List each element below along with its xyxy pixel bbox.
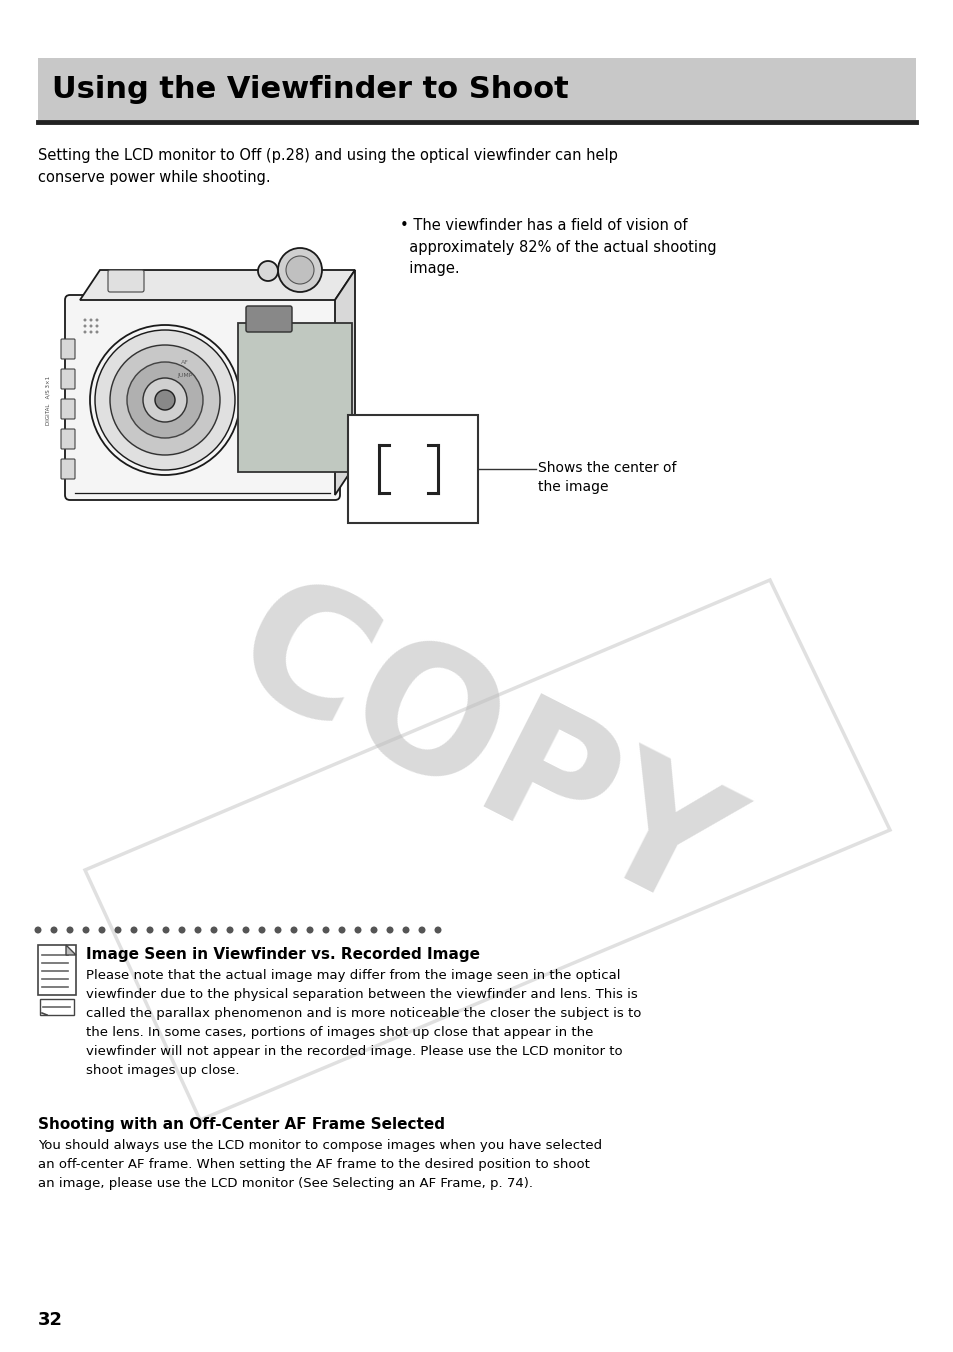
Circle shape <box>143 379 187 422</box>
Circle shape <box>211 926 217 933</box>
Circle shape <box>402 926 409 933</box>
Circle shape <box>95 330 98 334</box>
Circle shape <box>274 926 281 933</box>
Text: You should always use the LCD monitor to compose images when you have selected
a: You should always use the LCD monitor to… <box>38 1138 601 1190</box>
Circle shape <box>162 926 170 933</box>
Circle shape <box>434 926 441 933</box>
FancyBboxPatch shape <box>40 999 74 1015</box>
Circle shape <box>226 926 233 933</box>
FancyBboxPatch shape <box>237 323 352 472</box>
Circle shape <box>95 330 234 470</box>
Circle shape <box>67 926 73 933</box>
FancyBboxPatch shape <box>246 306 292 333</box>
Circle shape <box>194 926 201 933</box>
FancyBboxPatch shape <box>65 295 339 500</box>
FancyBboxPatch shape <box>61 399 75 419</box>
Text: 32: 32 <box>38 1311 63 1329</box>
Circle shape <box>258 926 265 933</box>
Circle shape <box>131 926 137 933</box>
Text: Image Seen in Viewfinder vs. Recorded Image: Image Seen in Viewfinder vs. Recorded Im… <box>86 946 479 963</box>
Circle shape <box>110 345 220 456</box>
Circle shape <box>90 324 92 327</box>
FancyBboxPatch shape <box>61 429 75 449</box>
Text: Shows the center of
the image: Shows the center of the image <box>537 461 676 495</box>
Text: Shooting with an Off-Center AF Frame Selected: Shooting with an Off-Center AF Frame Sel… <box>38 1117 444 1132</box>
Circle shape <box>95 324 98 327</box>
Circle shape <box>84 324 87 327</box>
Text: JUMP: JUMP <box>177 373 193 377</box>
Circle shape <box>114 926 121 933</box>
FancyBboxPatch shape <box>38 945 76 995</box>
Circle shape <box>242 926 250 933</box>
Circle shape <box>322 926 329 933</box>
Polygon shape <box>335 270 355 495</box>
Text: Please note that the actual image may differ from the image seen in the optical
: Please note that the actual image may di… <box>86 969 640 1078</box>
FancyBboxPatch shape <box>61 369 75 389</box>
Text: • The viewfinder has a field of vision of
  approximately 82% of the actual shoo: • The viewfinder has a field of vision o… <box>399 218 716 276</box>
Circle shape <box>95 319 98 322</box>
Text: DIGITAL   A/S 3×1: DIGITAL A/S 3×1 <box>46 376 51 425</box>
Circle shape <box>98 926 106 933</box>
Circle shape <box>82 926 90 933</box>
Text: AF: AF <box>181 360 189 365</box>
FancyBboxPatch shape <box>108 270 144 292</box>
Circle shape <box>127 362 203 438</box>
Circle shape <box>286 256 314 284</box>
Circle shape <box>386 926 393 933</box>
Circle shape <box>418 926 425 933</box>
Circle shape <box>178 926 185 933</box>
Circle shape <box>84 319 87 322</box>
Circle shape <box>147 926 153 933</box>
Text: Setting the LCD monitor to Off (p.28) and using the optical viewfinder can help
: Setting the LCD monitor to Off (p.28) an… <box>38 147 618 185</box>
Polygon shape <box>80 270 355 300</box>
FancyBboxPatch shape <box>38 58 915 120</box>
Circle shape <box>291 926 297 933</box>
Circle shape <box>34 926 42 933</box>
Circle shape <box>154 389 174 410</box>
Text: COPY: COPY <box>206 560 753 950</box>
Circle shape <box>257 261 277 281</box>
FancyBboxPatch shape <box>61 458 75 479</box>
Circle shape <box>306 926 314 933</box>
Circle shape <box>355 926 361 933</box>
Circle shape <box>370 926 377 933</box>
FancyBboxPatch shape <box>61 339 75 360</box>
Circle shape <box>338 926 345 933</box>
Circle shape <box>51 926 57 933</box>
Circle shape <box>277 247 322 292</box>
Circle shape <box>90 319 92 322</box>
FancyBboxPatch shape <box>348 415 477 523</box>
Polygon shape <box>66 945 76 955</box>
Text: Using the Viewfinder to Shoot: Using the Viewfinder to Shoot <box>52 74 568 104</box>
Circle shape <box>84 330 87 334</box>
Circle shape <box>90 330 92 334</box>
